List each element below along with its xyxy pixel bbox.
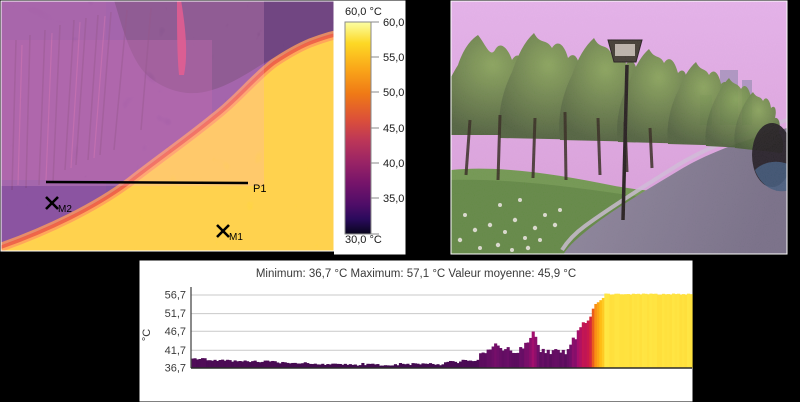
- svg-text:46,7: 46,7: [165, 326, 186, 338]
- svg-text:56,7: 56,7: [165, 290, 186, 302]
- svg-text:Minimum: 36,7 °C Maximum: 57,1: Minimum: 36,7 °C Maximum: 57,1 °C Valeur…: [256, 268, 576, 280]
- svg-text:41,7: 41,7: [165, 345, 186, 357]
- svg-text:36,7: 36,7: [165, 363, 186, 375]
- svg-text:51,7: 51,7: [165, 308, 186, 320]
- svg-text:°C: °C: [141, 329, 153, 341]
